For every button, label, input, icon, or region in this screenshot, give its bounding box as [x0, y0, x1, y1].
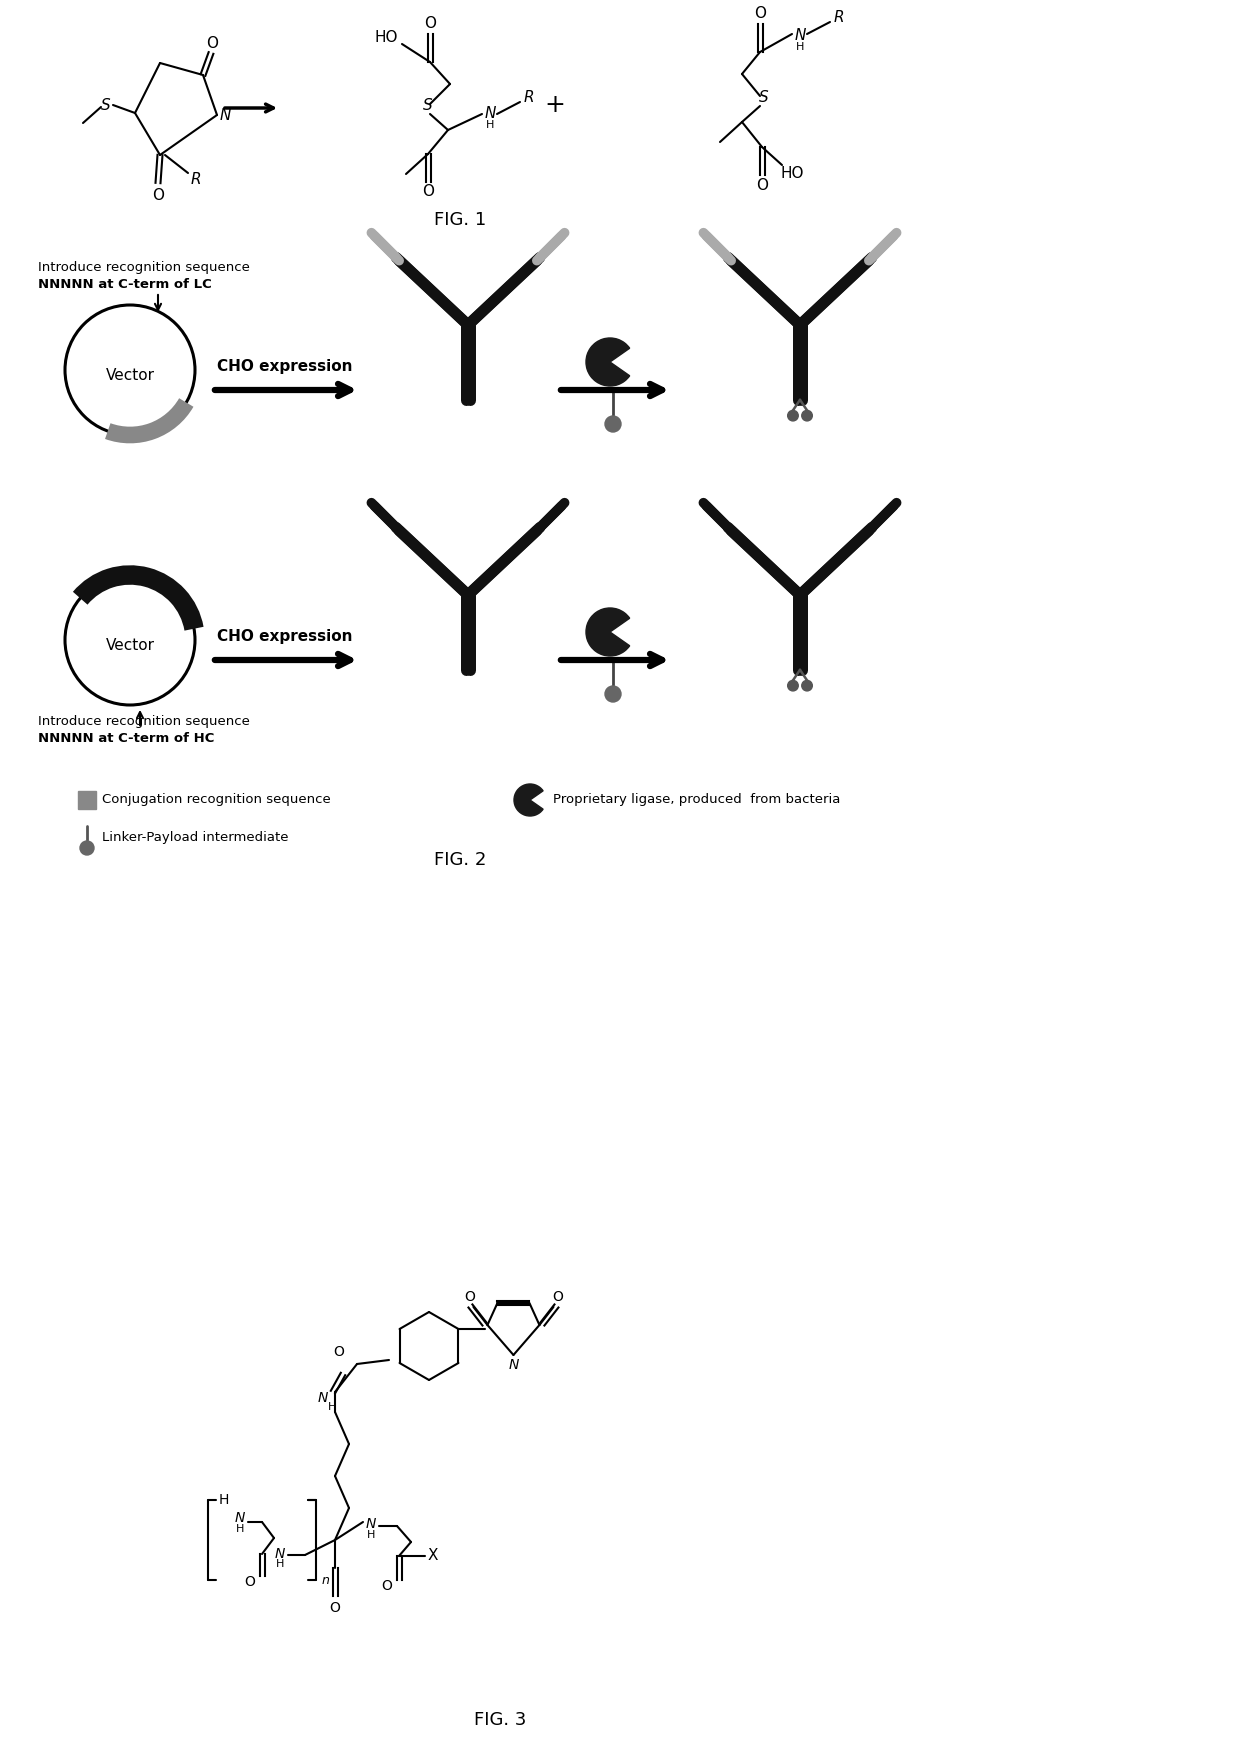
Text: Linker-Payload intermediate: Linker-Payload intermediate [102, 831, 289, 845]
Text: FIG. 2: FIG. 2 [434, 851, 486, 868]
Text: O: O [334, 1345, 345, 1359]
Text: H: H [275, 1558, 284, 1569]
Circle shape [605, 416, 621, 431]
Text: N: N [219, 107, 231, 123]
Text: n: n [322, 1574, 330, 1587]
Text: HO: HO [374, 30, 398, 46]
Text: S: S [102, 97, 110, 113]
Text: N: N [485, 106, 496, 122]
Text: H: H [327, 1402, 336, 1412]
Text: O: O [552, 1291, 563, 1303]
Text: O: O [422, 185, 434, 199]
Text: S: S [759, 90, 769, 106]
Text: N: N [317, 1391, 329, 1405]
Text: H: H [218, 1493, 229, 1507]
Text: O: O [330, 1601, 341, 1615]
Circle shape [802, 680, 812, 690]
Wedge shape [515, 784, 543, 815]
Text: N: N [275, 1546, 285, 1560]
Text: N: N [508, 1358, 518, 1372]
Text: O: O [464, 1291, 475, 1303]
Text: R: R [833, 11, 844, 25]
Text: H: H [236, 1523, 244, 1534]
Text: O: O [382, 1580, 392, 1594]
Text: O: O [153, 187, 164, 203]
Text: H: H [796, 42, 805, 53]
Text: R: R [523, 90, 534, 106]
Text: R: R [191, 171, 201, 187]
Text: NNNNN at C-term of LC: NNNNN at C-term of LC [38, 278, 212, 292]
Text: FIG. 1: FIG. 1 [434, 211, 486, 229]
Wedge shape [587, 338, 630, 386]
Text: NNNNN at C-term of HC: NNNNN at C-term of HC [38, 731, 215, 745]
Text: X: X [428, 1548, 438, 1564]
Bar [78, 791, 95, 808]
Text: HO: HO [780, 166, 804, 180]
Circle shape [787, 680, 799, 690]
Text: Introduce recognition sequence: Introduce recognition sequence [38, 715, 250, 729]
Text: N: N [366, 1516, 376, 1530]
Text: Vector: Vector [105, 639, 155, 653]
Text: H: H [367, 1530, 376, 1541]
Text: Proprietary ligase, produced  from bacteria: Proprietary ligase, produced from bacter… [553, 794, 841, 807]
Text: S: S [423, 99, 433, 113]
Text: CHO expression: CHO expression [217, 629, 352, 643]
Text: +: + [544, 93, 565, 116]
Text: O: O [424, 16, 436, 32]
Text: Vector: Vector [105, 368, 155, 384]
Text: Introduce recognition sequence: Introduce recognition sequence [38, 261, 250, 275]
Circle shape [787, 410, 799, 421]
Text: O: O [754, 7, 766, 21]
Text: N: N [795, 28, 806, 44]
Text: H: H [486, 120, 495, 130]
Text: FIG. 3: FIG. 3 [474, 1712, 526, 1729]
Circle shape [81, 842, 94, 856]
Circle shape [802, 410, 812, 421]
Text: CHO expression: CHO expression [217, 359, 352, 373]
Text: N: N [234, 1511, 246, 1525]
Circle shape [605, 687, 621, 703]
Wedge shape [587, 608, 630, 657]
Text: O: O [206, 35, 218, 51]
Text: O: O [244, 1574, 255, 1588]
Text: Conjugation recognition sequence: Conjugation recognition sequence [102, 794, 331, 807]
Text: O: O [756, 178, 768, 192]
